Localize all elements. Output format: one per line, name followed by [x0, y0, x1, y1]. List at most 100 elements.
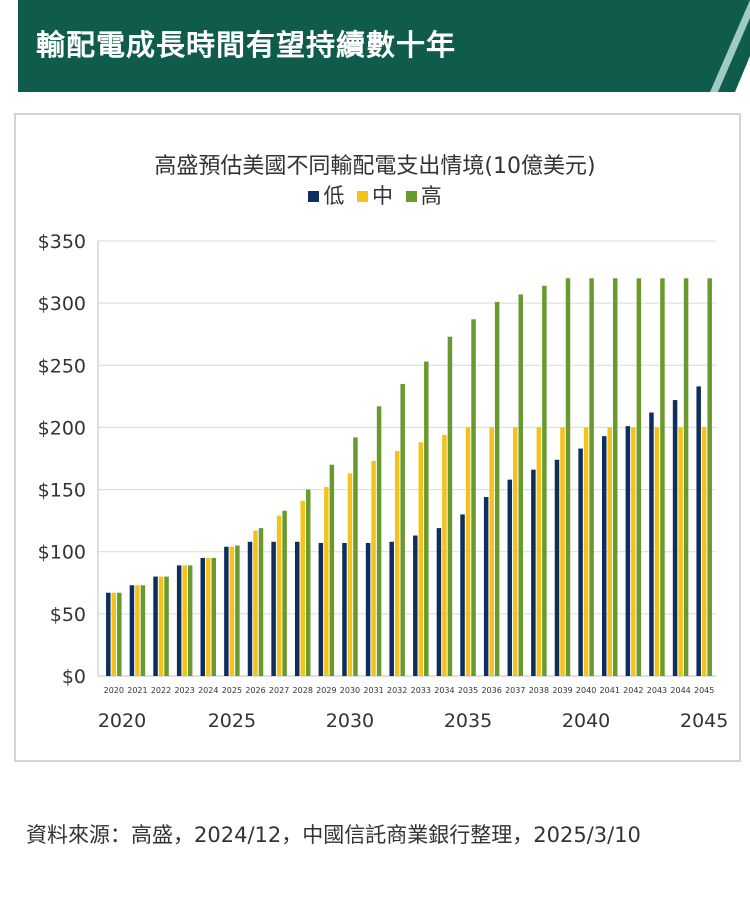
- bar-low-2027: [271, 541, 276, 676]
- bar-low-2035: [460, 514, 465, 676]
- x-tick-label: 2036: [481, 686, 501, 695]
- x-tick-label: 2038: [529, 686, 549, 695]
- legend-high-swatch: [405, 191, 417, 202]
- bar-high-2021: [140, 585, 146, 676]
- x-tick-label: 2027: [269, 686, 289, 695]
- bar-mid-2035: [465, 427, 471, 676]
- bar-high-2042: [636, 278, 642, 676]
- bar-mid-2020: [111, 592, 117, 676]
- bar-mid-2044: [678, 427, 683, 676]
- decorative-stripe: [710, 0, 750, 92]
- bar-mid-2027: [276, 515, 282, 676]
- bar-high-2023: [187, 565, 193, 676]
- bar-low-2030: [342, 543, 347, 676]
- y-tick-label: $0: [62, 666, 86, 688]
- legend-mid-swatch: [357, 191, 368, 202]
- bar-mid-2029: [324, 487, 329, 676]
- bar-high-2022: [164, 576, 169, 676]
- bar-low-2045: [696, 386, 701, 676]
- x-tick-label: 2034: [434, 686, 454, 695]
- bar-low-2037: [507, 479, 513, 676]
- x-tick-label: 2025: [222, 686, 242, 695]
- bar-mid-2036: [489, 427, 494, 676]
- bar-high-2025: [235, 545, 240, 676]
- x-tick-label: 2024: [198, 686, 218, 695]
- bar-high-2037: [518, 294, 524, 676]
- bar-high-2028: [305, 489, 311, 676]
- x-tick-label: 2041: [600, 686, 620, 695]
- x-tick-label: 2033: [411, 686, 431, 695]
- bar-high-2027: [282, 510, 287, 676]
- x-major-label: 2020: [98, 710, 146, 732]
- bar-high-2045: [707, 278, 712, 676]
- bar-high-2034: [447, 336, 453, 676]
- chart-title: 高盛預估美國不同輸配電支出情境(10億美元): [154, 154, 596, 179]
- bar-high-2039: [565, 278, 571, 676]
- x-tick-label: 2045: [694, 686, 714, 695]
- source-note: 資料來源：高盛，2024/12，中國信託商業銀行整理，2025/3/10: [26, 823, 641, 847]
- bar-low-2020: [106, 592, 111, 676]
- bar-high-2033: [424, 361, 429, 676]
- legend-low-swatch: [308, 191, 320, 202]
- x-tick-label: 2039: [552, 686, 572, 695]
- bar-high-2031: [376, 406, 382, 676]
- bar-high-2043: [660, 278, 665, 676]
- x-tick-label: 2028: [293, 686, 313, 695]
- x-major-label: 2025: [208, 710, 256, 732]
- bar-low-2024: [200, 557, 206, 676]
- legend-mid: 中: [357, 180, 393, 210]
- x-tick-label: 2035: [458, 686, 478, 695]
- x-tick-label: 2029: [316, 686, 336, 695]
- x-tick-label: 2032: [387, 686, 407, 695]
- y-tick-label: $300: [38, 293, 86, 315]
- bar-low-2029: [318, 543, 324, 676]
- bar-low-2023: [176, 565, 182, 676]
- x-major-label: 2045: [680, 710, 728, 732]
- bar-mid-2034: [442, 434, 447, 676]
- bar-mid-2022: [158, 576, 164, 676]
- x-tick-label: 2030: [340, 686, 360, 695]
- y-tick-label: $50: [50, 604, 86, 626]
- header-banner: 輸配電成長時間有望持續數十年: [18, 0, 750, 92]
- bar-low-2034: [436, 528, 442, 676]
- x-tick-label: 2037: [505, 686, 525, 695]
- y-tick-label: $250: [38, 355, 86, 377]
- bar-high-2036: [494, 301, 500, 676]
- bar-mid-2026: [253, 530, 258, 676]
- bar-high-2040: [589, 278, 594, 676]
- bar-mid-2037: [513, 427, 518, 676]
- bar-mid-2032: [394, 451, 400, 676]
- bar-mid-2040: [583, 427, 589, 676]
- bar-high-2020: [117, 592, 122, 676]
- bar-low-2040: [578, 448, 583, 676]
- bar-mid-2041: [607, 427, 612, 676]
- bar-low-2042: [625, 426, 631, 676]
- legend-low-label: 低: [323, 184, 345, 208]
- x-tick-label: 2044: [670, 686, 690, 695]
- bar-mid-2021: [135, 585, 140, 676]
- x-tick-label: 2040: [576, 686, 596, 695]
- y-tick-label: $350: [38, 231, 86, 253]
- y-tick-label: $150: [38, 480, 86, 502]
- x-tick-label: 2043: [647, 686, 667, 695]
- bar-mid-2028: [300, 500, 305, 676]
- bar-low-2021: [129, 585, 135, 676]
- x-tick-label: 2031: [363, 686, 383, 695]
- y-tick-label: $200: [38, 417, 86, 439]
- bar-high-2041: [612, 278, 618, 676]
- x-tick-label: 2023: [174, 686, 194, 695]
- x-tick-label: 2020: [104, 686, 124, 695]
- bar-high-2024: [211, 557, 217, 676]
- y-tick-label: $100: [38, 542, 86, 564]
- bar-low-2039: [554, 459, 560, 676]
- bar-high-2032: [400, 383, 405, 676]
- legend-high-label: 高: [420, 184, 442, 208]
- bar-mid-2031: [371, 460, 376, 676]
- bar-mid-2024: [206, 557, 211, 676]
- bar-high-2044: [683, 278, 689, 676]
- bar-low-2041: [601, 436, 607, 676]
- bar-low-2028: [294, 541, 300, 676]
- bar-low-2043: [649, 412, 654, 676]
- page-title: 輸配電成長時間有望持續數十年: [36, 28, 457, 62]
